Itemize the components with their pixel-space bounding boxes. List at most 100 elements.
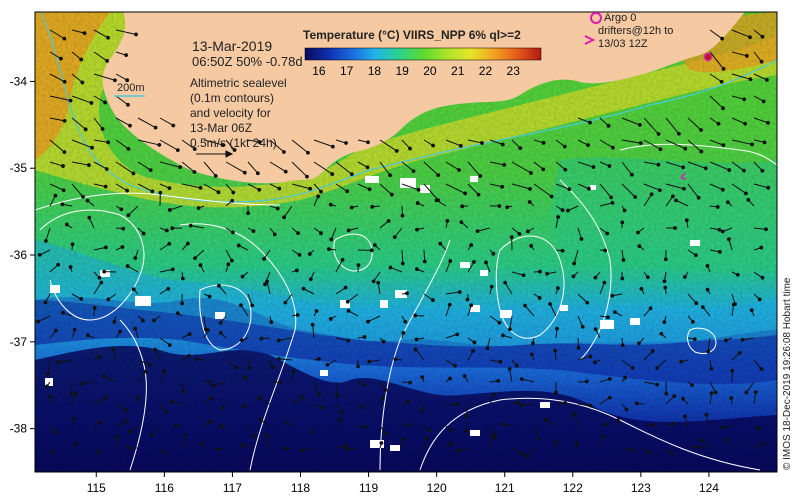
velocity-arrow-head	[386, 219, 391, 223]
velocity-arrow-head	[669, 451, 674, 455]
velocity-arrow	[71, 73, 83, 83]
velocity-arrow-head	[37, 252, 42, 257]
velocity-arrow	[347, 293, 359, 303]
velocity-arrow-head	[608, 395, 612, 400]
velocity-arrow	[707, 337, 711, 352]
velocity-arrow-head	[458, 143, 463, 148]
velocity-arrow-head	[449, 428, 453, 433]
velocity-arrow-head	[448, 376, 452, 381]
velocity-arrow-head	[121, 226, 126, 231]
velocity-arrow	[675, 199, 689, 207]
velocity-arrow-head	[720, 425, 725, 430]
velocity-arrow	[137, 117, 156, 129]
velocity-arrow	[269, 139, 285, 153]
colorbar-tick-label: 21	[451, 64, 465, 78]
velocity-arrow-head	[47, 394, 52, 399]
velocity-arrow	[313, 139, 334, 148]
velocity-arrow-head	[263, 282, 267, 287]
velocity-arrow	[194, 249, 205, 259]
velocity-arrow-head	[300, 448, 305, 453]
velocity-arrow-head	[219, 424, 223, 429]
velocity-arrow-head	[180, 301, 185, 306]
velocity-arrow-head	[563, 401, 567, 405]
velocity-arrow	[709, 183, 724, 191]
land-mass	[102, 12, 746, 184]
velocity-arrow-head	[164, 410, 169, 415]
velocity-arrow	[346, 447, 359, 450]
velocity-arrow	[169, 205, 183, 211]
velocity-arrow-head	[143, 369, 148, 374]
velocity-arrow-head	[663, 257, 668, 262]
velocity-arrow-head	[507, 367, 512, 371]
velocity-arrow-head	[438, 241, 443, 246]
velocity-arrow-head	[762, 140, 767, 145]
velocity-arrow-head	[264, 433, 269, 437]
velocity-arrow-head	[472, 260, 476, 264]
velocity-arrow-head	[623, 375, 627, 380]
velocity-arrow	[687, 293, 697, 304]
velocity-arrow-head	[455, 332, 460, 337]
velocity-arrow-head	[576, 345, 581, 350]
velocity-arrow-head	[72, 327, 77, 332]
velocity-arrow	[313, 381, 320, 395]
velocity-arrow-head	[106, 297, 111, 302]
velocity-arrow-head	[523, 303, 527, 308]
velocity-arrow-head	[97, 355, 102, 359]
velocity-arrow-head	[246, 211, 250, 216]
velocity-arrow-head	[43, 300, 48, 305]
velocity-arrow-head	[588, 354, 593, 359]
velocity-arrow-head	[316, 194, 321, 199]
velocity-arrow-head	[729, 396, 734, 400]
velocity-arrow	[159, 117, 174, 126]
velocity-arrow-head	[634, 401, 639, 406]
velocity-arrow	[742, 337, 755, 341]
velocity-arrow-head	[362, 335, 367, 339]
y-axis-tick-label: -34	[10, 74, 28, 88]
velocity-arrow	[643, 381, 658, 386]
velocity-arrow-head	[721, 66, 726, 71]
velocity-arrow	[37, 315, 51, 323]
velocity-arrow-head	[68, 98, 73, 103]
velocity-arrow-head	[586, 143, 590, 148]
velocity-arrow-head	[215, 447, 220, 451]
velocity-arrow-head	[556, 286, 560, 290]
velocity-arrow-head	[580, 324, 585, 329]
velocity-arrow	[731, 139, 753, 145]
velocity-arrow-head	[694, 301, 699, 306]
velocity-arrow-head	[709, 391, 714, 396]
velocity-arrow	[379, 183, 393, 196]
velocity-arrow	[71, 117, 86, 130]
isobath-200m-line	[39, 12, 777, 203]
velocity-arrow-head	[70, 242, 75, 247]
velocity-arrow-head	[278, 380, 283, 385]
velocity-arrow	[489, 434, 493, 449]
velocity-arrow	[709, 139, 724, 146]
velocity-arrow-head	[87, 215, 92, 220]
sealevel-contours	[35, 143, 777, 471]
velocity-arrow-head	[405, 291, 409, 296]
velocity-arrow-head	[630, 448, 635, 453]
velocity-arrow-head	[684, 218, 689, 223]
velocity-arrow-head	[607, 164, 612, 168]
velocity-arrow-head	[760, 441, 765, 446]
velocity-arrow-head	[216, 190, 221, 195]
velocity-arrow-head	[297, 253, 302, 257]
velocity-arrow-head	[662, 279, 667, 284]
velocity-arrow-head	[493, 435, 497, 440]
velocity-arrow-head	[723, 338, 728, 343]
velocity-arrow-head	[476, 192, 481, 197]
velocity-arrow-head	[497, 320, 502, 325]
velocity-arrow-head	[683, 146, 688, 151]
velocity-arrow-head	[455, 402, 459, 407]
x-axis-tick-label: 124	[699, 481, 719, 495]
velocity-arrow	[731, 29, 751, 38]
velocity-arrow-head	[485, 346, 490, 351]
velocity-arrow-head	[167, 343, 172, 347]
velocity-arrow	[687, 117, 702, 131]
velocity-arrow-head	[413, 313, 418, 318]
velocity-arrow-head	[126, 146, 131, 151]
velocity-arrow-head	[283, 169, 288, 174]
velocity-arrow-head	[102, 374, 106, 379]
velocity-arrow-head	[317, 392, 322, 397]
